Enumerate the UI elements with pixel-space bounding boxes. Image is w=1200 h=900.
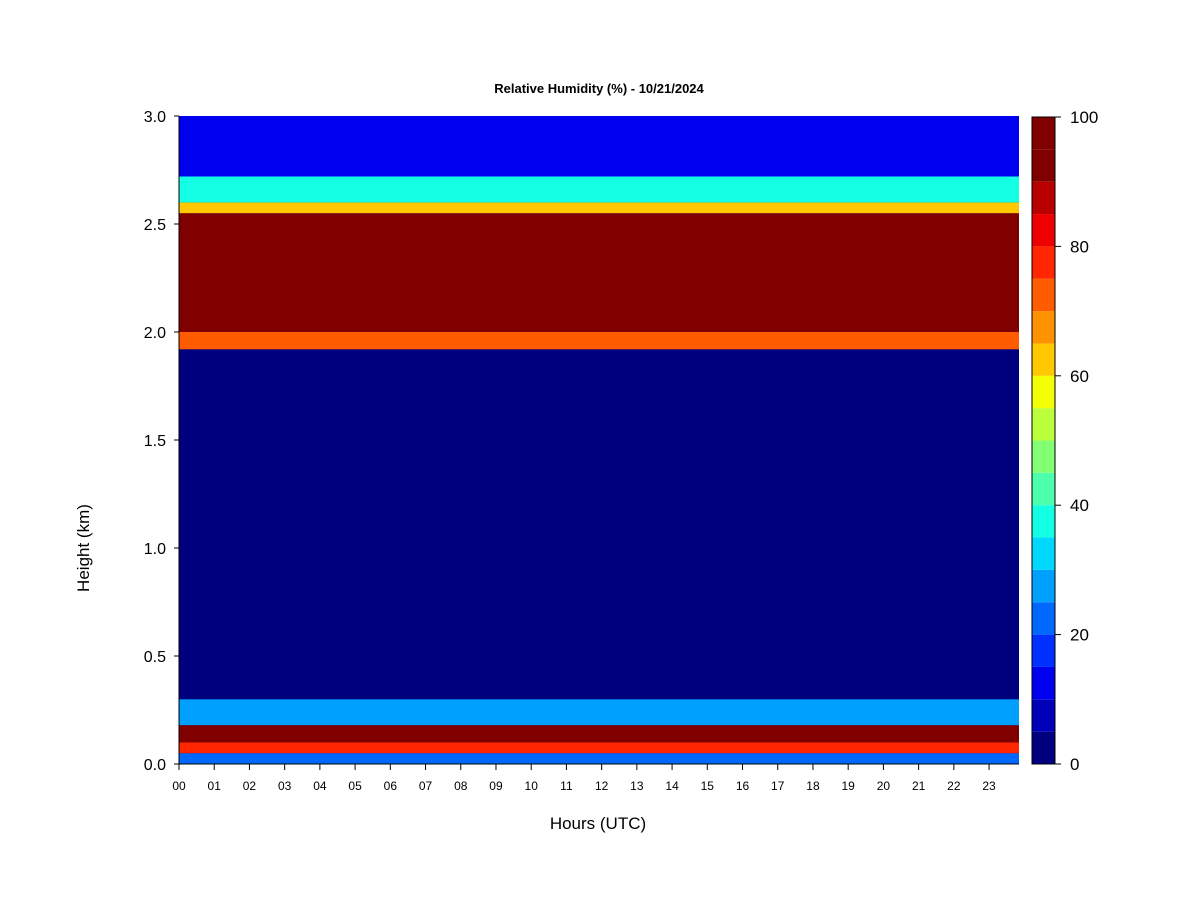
colorbar-swatch-11 — [1032, 375, 1055, 409]
colorbar-swatch-2 — [1032, 666, 1055, 700]
x-tick-label-19: 19 — [842, 779, 856, 793]
y-tick-label-6: 3.0 — [144, 109, 166, 126]
colorbar-swatch-15 — [1032, 246, 1055, 279]
colorbar-swatch-17 — [1032, 181, 1055, 215]
x-tick-label-14: 14 — [665, 779, 679, 793]
x-axis-label: Hours (UTC) — [550, 814, 646, 833]
x-tick-label-15: 15 — [701, 779, 715, 793]
y-tick-label-5: 2.5 — [144, 217, 166, 234]
colorbar-swatch-10 — [1032, 408, 1055, 441]
colorbar-swatch-12 — [1032, 343, 1055, 376]
x-tick-label-5: 05 — [348, 779, 362, 793]
colorbar-tick-label-1: 20 — [1070, 626, 1089, 645]
humidity-layer-0 — [179, 753, 1019, 764]
x-tick-label-8: 08 — [454, 779, 468, 793]
x-tick-label-4: 04 — [313, 779, 327, 793]
colorbar-swatch-14 — [1032, 278, 1055, 312]
colorbar-swatch-3 — [1032, 634, 1055, 667]
x-tick-label-11: 11 — [560, 779, 573, 793]
x-tick-label-0: 00 — [172, 779, 186, 793]
colorbar-tick-label-2: 40 — [1070, 496, 1089, 515]
humidity-layer-5 — [179, 332, 1019, 350]
colorbar-swatch-16 — [1032, 214, 1055, 247]
colorbar-swatch-4 — [1032, 602, 1055, 635]
colorbar-tick-label-5: 100 — [1070, 108, 1098, 127]
x-tick-label-16: 16 — [736, 779, 750, 793]
humidity-layer-1 — [179, 742, 1019, 754]
x-tick-label-9: 09 — [489, 779, 503, 793]
colorbar-swatch-19 — [1032, 117, 1055, 150]
humidity-layer-8 — [179, 176, 1019, 203]
colorbar-frame — [1031, 116, 1056, 765]
x-tick-label-18: 18 — [806, 779, 820, 793]
colorbar-tick-label-3: 60 — [1070, 367, 1089, 386]
colorbar: 0 20 40 60 80 100 — [1031, 108, 1098, 774]
humidity-layer-6 — [179, 213, 1019, 332]
x-tick-label-21: 21 — [912, 779, 926, 793]
colorbar-swatch-0 — [1032, 731, 1055, 764]
y-axis-label: Height (km) — [74, 504, 93, 592]
x-tick-label-22: 22 — [947, 779, 961, 793]
humidity-layer-2 — [179, 725, 1019, 743]
x-tick-label-2: 02 — [243, 779, 257, 793]
humidity-layer-9 — [179, 116, 1019, 177]
colorbar-swatch-5 — [1032, 569, 1055, 603]
x-tick-label-6: 06 — [384, 779, 398, 793]
colorbar-tick-label-4: 80 — [1070, 237, 1089, 256]
humidity-layer-3 — [179, 699, 1019, 726]
humidity-layer-7 — [179, 202, 1019, 214]
x-tick-label-23: 23 — [982, 779, 996, 793]
y-tick-label-3: 1.5 — [144, 433, 166, 450]
y-tick-label-2: 1.0 — [144, 541, 166, 558]
x-tick-label-12: 12 — [595, 779, 609, 793]
colorbar-swatch-9 — [1032, 440, 1055, 473]
colorbar-tick-label-0: 0 — [1070, 755, 1079, 774]
colorbar-swatch-6 — [1032, 537, 1055, 570]
x-tick-label-3: 03 — [278, 779, 292, 793]
x-axis: 00 01 02 03 04 05 06 07 08 09 10 11 12 13 14 15 16 17 18 19… — [172, 763, 1019, 793]
colorbar-swatch-13 — [1032, 311, 1055, 344]
humidity-layer-4 — [179, 349, 1019, 700]
y-tick-label-4: 2.0 — [144, 325, 166, 342]
chart-title: Relative Humidity (%) - 10/21/2024 — [494, 81, 704, 96]
colorbar-swatch-18 — [1032, 149, 1055, 182]
x-tick-label-20: 20 — [877, 779, 891, 793]
colorbar-swatch-7 — [1032, 505, 1055, 538]
x-tick-label-7: 07 — [419, 779, 433, 793]
y-axis: 0.0 0.5 1.0 1.5 2.0 2.5 3.0 — [144, 109, 180, 774]
heatmap-plot-area — [179, 116, 1019, 764]
x-tick-label-1: 01 — [208, 779, 222, 793]
y-tick-label-0: 0.0 — [144, 757, 166, 774]
x-tick-label-17: 17 — [771, 779, 785, 793]
colorbar-swatch-1 — [1032, 699, 1055, 732]
x-tick-label-10: 10 — [525, 779, 539, 793]
colorbar-swatch-8 — [1032, 472, 1055, 506]
y-tick-label-1: 0.5 — [144, 649, 166, 666]
x-tick-label-13: 13 — [630, 779, 644, 793]
